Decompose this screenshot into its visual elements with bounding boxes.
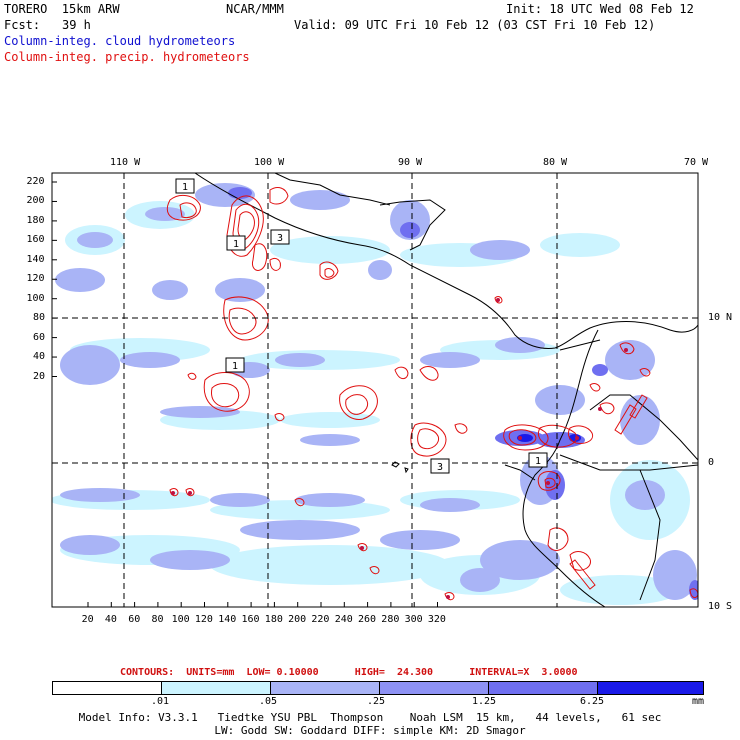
y-tick-label: 160 (26, 234, 45, 246)
model-info-line2: LW: Godd SW: Goddard DIFF: simple KM: 2D… (214, 724, 526, 737)
color-bar-break: 6.25 (580, 696, 605, 707)
contour-label: 1 (226, 235, 246, 251)
color-bar (52, 681, 704, 695)
contour-labels: 1 1 3 1 3 1 (175, 178, 548, 474)
valid-time: Valid: 09 UTC Fri 10 Feb 12 (03 CST Fri … (294, 18, 656, 32)
x-tick-label: 160 (241, 614, 260, 625)
organization-label: NCAR/MMM (226, 2, 284, 16)
cloud-shade-light (52, 201, 690, 605)
longitude-label: 90 W (398, 157, 423, 168)
x-tick-label: 120 (194, 614, 213, 625)
contour-label-text: 1 (232, 361, 238, 372)
contour-label-box (226, 235, 246, 251)
x-tick-label: 240 (334, 614, 353, 625)
x-tick-label: 200 (288, 614, 307, 625)
coastline-layer (194, 173, 698, 607)
contour-label: 3 (430, 458, 450, 474)
y-tick-label: 40 (33, 351, 46, 363)
x-tick-label: 300 (404, 614, 423, 625)
latitude-label: 10 N (708, 312, 733, 323)
latitude-label: 10 S (708, 601, 733, 612)
contour-label-box (430, 458, 450, 474)
contour-label: 1 (528, 452, 548, 468)
color-bar-units: mm (692, 696, 705, 707)
y-tick-label: 20 (33, 370, 46, 382)
x-tick-label: 140 (218, 614, 237, 625)
x-tick-label: 40 (104, 614, 117, 625)
x-tick-label: 220 (311, 614, 330, 625)
field-precip-title: Column-integ. precip. hydrometeors (4, 50, 250, 64)
longitude-label: 100 W (254, 157, 285, 168)
x-tick-label: 320 (427, 614, 446, 625)
y-tick-label: 180 (26, 214, 45, 226)
longitude-label: 80 W (543, 157, 568, 168)
contour-label-box (175, 178, 195, 194)
contour-label-text: 3 (437, 462, 443, 473)
x-tick-label: 180 (264, 614, 283, 625)
plot-frame (51, 172, 699, 608)
color-bar-segment (380, 682, 489, 694)
color-bar-break: 1.25 (472, 696, 497, 707)
color-bar-break: .05 (259, 696, 278, 707)
contour-label-box (225, 357, 245, 373)
contour-label: 3 (270, 229, 290, 245)
contour-label-box (528, 452, 548, 468)
y-tick-label: 220 (26, 176, 45, 187)
contour-label: 1 (225, 357, 245, 373)
contour-label-text: 3 (277, 233, 283, 244)
forecast-label: Fcst: (4, 18, 41, 32)
y-tick-label: 200 (26, 195, 45, 207)
lat-lon-grid (52, 173, 698, 607)
x-tick-label: 60 (128, 614, 141, 625)
color-bar-segment (53, 682, 162, 694)
contour-label-text: 1 (182, 182, 188, 193)
model-title: TORERO 15km ARW (4, 2, 120, 16)
x-tick-label: 280 (381, 614, 400, 625)
color-bar-break: .25 (367, 696, 386, 707)
contour-info: CONTOURS: UNITS=mm LOW= 0.10000 HIGH= 24… (120, 667, 578, 678)
axis-ticks (52, 181, 438, 607)
color-bar-segment (271, 682, 380, 694)
field-cloud-title: Column-integ. cloud hydrometeors (4, 34, 236, 48)
y-tick-label: 60 (33, 331, 46, 343)
y-tick-label: 100 (26, 292, 45, 304)
forecast-hour: 39 h (62, 18, 91, 32)
color-bar-segment (598, 682, 703, 694)
y-tick-label: 120 (26, 273, 45, 285)
precip-cores (171, 298, 628, 599)
x-tick-label: 20 (81, 614, 94, 625)
x-tick-label: 260 (358, 614, 377, 625)
contour-label: 1 (175, 178, 195, 194)
y-tick-label: 80 (33, 312, 46, 324)
contour-label-box (270, 229, 290, 245)
cloud-shading-layer (52, 183, 698, 605)
x-tick-label: 100 (171, 614, 190, 625)
contour-label-text: 1 (233, 239, 239, 250)
color-bar-segment (162, 682, 271, 694)
longitude-label: 70 W (684, 157, 709, 168)
init-time: Init: 18 UTC Wed 08 Feb 12 (506, 2, 694, 16)
x-tick-label: 80 (151, 614, 164, 625)
color-bar-segment (489, 682, 598, 694)
longitude-label: 110 W (110, 157, 141, 168)
latitude-label: 0 (708, 457, 715, 468)
model-info-line1: Model Info: V3.3.1 Tiedtke YSU PBL Thomp… (78, 711, 662, 724)
color-bar-break: .01 (151, 696, 170, 707)
contour-label-text: 1 (535, 456, 541, 467)
y-tick-label: 140 (26, 253, 45, 265)
